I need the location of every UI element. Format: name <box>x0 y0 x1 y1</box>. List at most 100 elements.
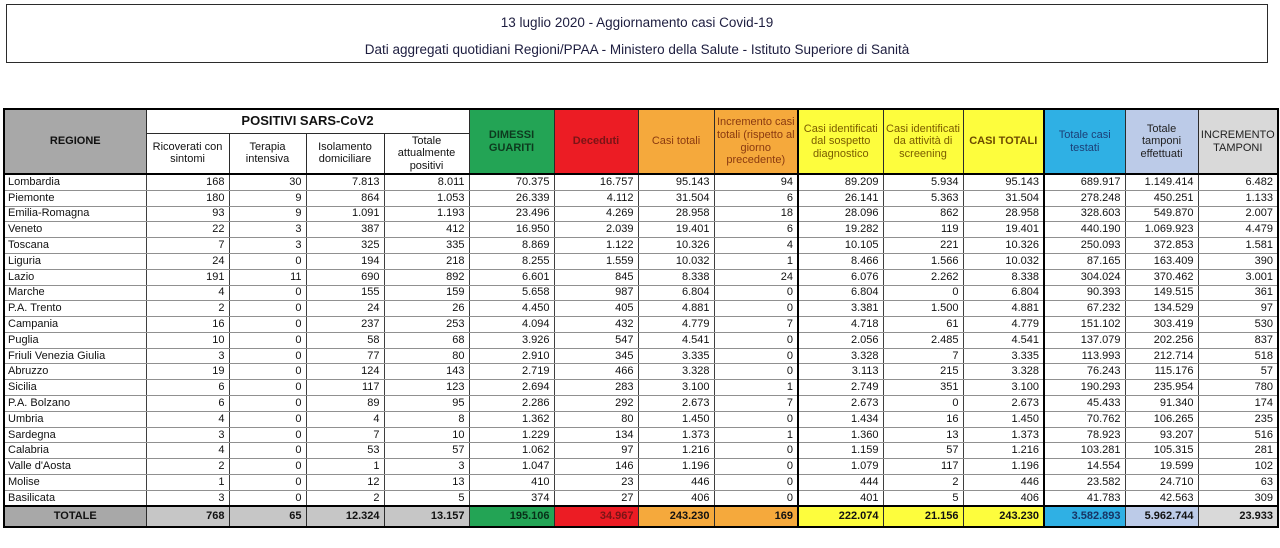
value-cell: 8.338 <box>962 268 1046 286</box>
region-name: Veneto <box>3 221 147 239</box>
value-cell: 1.196 <box>637 458 715 476</box>
value-cell: 1.566 <box>882 252 964 270</box>
value-cell: 1.216 <box>637 442 715 460</box>
value-cell: 221 <box>882 237 964 254</box>
value-cell: 174 <box>1197 395 1279 412</box>
totals-value-cell: 169 <box>713 505 799 528</box>
value-cell: 180 <box>145 189 230 207</box>
value-cell: 16 <box>882 410 964 428</box>
value-cell: 1 <box>145 474 230 491</box>
totals-value-cell: 243.230 <box>962 505 1046 528</box>
region-name: Friuli Venezia Giulia <box>3 347 147 365</box>
value-cell: 0 <box>228 426 307 444</box>
value-cell: 19.401 <box>637 221 715 239</box>
value-cell: 1.159 <box>797 442 884 460</box>
value-cell: 335 <box>383 237 470 254</box>
value-cell: 3 <box>228 237 307 254</box>
value-cell: 90.393 <box>1043 284 1126 302</box>
value-cell: 28.958 <box>637 205 715 223</box>
value-cell: 57 <box>1197 363 1279 381</box>
value-cell: 2.910 <box>468 347 555 365</box>
value-cell: 0 <box>713 300 799 318</box>
totals-value-cell: 21.156 <box>882 505 964 528</box>
value-cell: 292 <box>553 395 639 412</box>
region-name: Campania <box>3 316 147 333</box>
totals-value-cell: 3.582.893 <box>1043 505 1126 528</box>
value-cell: 3.100 <box>637 379 715 397</box>
col-header-totale-positivi: Totale attualmente positivi <box>383 132 470 175</box>
value-cell: 1.069.923 <box>1124 221 1199 239</box>
value-cell: 2.673 <box>797 395 884 412</box>
value-cell: 780 <box>1197 379 1279 397</box>
value-cell: 42.563 <box>1124 489 1199 507</box>
value-cell: 235 <box>1197 410 1279 428</box>
value-cell: 61 <box>882 316 964 333</box>
value-cell: 7.813 <box>305 173 385 191</box>
value-cell: 278.248 <box>1043 189 1126 207</box>
value-cell: 70.375 <box>468 173 555 191</box>
totals-value-cell: 222.074 <box>797 505 884 528</box>
value-cell: 106.265 <box>1124 410 1199 428</box>
region-name: Abruzzo <box>3 363 147 381</box>
value-cell: 24 <box>145 252 230 270</box>
value-cell: 1.373 <box>962 426 1046 444</box>
value-cell: 11 <box>228 268 307 286</box>
value-cell: 1.091 <box>305 205 385 223</box>
value-cell: 372.853 <box>1124 237 1199 254</box>
region-name: Basilicata <box>3 489 147 507</box>
value-cell: 406 <box>637 489 715 507</box>
value-cell: 2.286 <box>468 395 555 412</box>
value-cell: 690 <box>305 268 385 286</box>
value-cell: 1.053 <box>383 189 470 207</box>
value-cell: 13 <box>383 474 470 491</box>
value-cell: 218 <box>383 252 470 270</box>
value-cell: 0 <box>713 474 799 491</box>
value-cell: 8.255 <box>468 252 555 270</box>
value-cell: 194 <box>305 252 385 270</box>
value-cell: 137.079 <box>1043 331 1126 349</box>
value-cell: 530 <box>1197 316 1279 333</box>
value-cell: 31.504 <box>637 189 715 207</box>
region-name: P.A. Bolzano <box>3 395 147 412</box>
value-cell: 103.281 <box>1043 442 1126 460</box>
value-cell: 4.112 <box>553 189 639 207</box>
value-cell: 23.496 <box>468 205 555 223</box>
col-header-ricoverati: Ricoverati con sintomi <box>145 132 230 175</box>
value-cell: 0 <box>713 489 799 507</box>
value-cell: 117 <box>305 379 385 397</box>
value-cell: 2.749 <box>797 379 884 397</box>
value-cell: 0 <box>228 395 307 412</box>
value-cell: 212.714 <box>1124 347 1199 365</box>
value-cell: 370.462 <box>1124 268 1199 286</box>
value-cell: 0 <box>713 331 799 349</box>
value-cell: 18 <box>713 205 799 223</box>
region-name: Molise <box>3 474 147 491</box>
region-name: Toscana <box>3 237 147 254</box>
value-cell: 76.243 <box>1043 363 1126 381</box>
value-cell: 8 <box>383 410 470 428</box>
value-cell: 405 <box>553 300 639 318</box>
value-cell: 5.658 <box>468 284 555 302</box>
value-cell: 412 <box>383 221 470 239</box>
value-cell: 450.251 <box>1124 189 1199 207</box>
value-cell: 2.485 <box>882 331 964 349</box>
value-cell: 6 <box>145 395 230 412</box>
value-cell: 4 <box>713 237 799 254</box>
value-cell: 117 <box>882 458 964 476</box>
totals-value-cell: 12.324 <box>305 505 385 528</box>
value-cell: 134 <box>553 426 639 444</box>
value-cell: 303.419 <box>1124 316 1199 333</box>
value-cell: 16 <box>145 316 230 333</box>
value-cell: 163.409 <box>1124 252 1199 270</box>
value-cell: 19.282 <box>797 221 884 239</box>
value-cell: 95.143 <box>962 173 1046 191</box>
value-cell: 23 <box>553 474 639 491</box>
value-cell: 215 <box>882 363 964 381</box>
totals-value-cell: 65 <box>228 505 307 528</box>
value-cell: 0 <box>228 442 307 460</box>
value-cell: 24.710 <box>1124 474 1199 491</box>
value-cell: 1.193 <box>383 205 470 223</box>
value-cell: 190.293 <box>1043 379 1126 397</box>
report-subtitle: Dati aggregati quotidiani Regioni/PPAA -… <box>364 42 910 57</box>
value-cell: 115.176 <box>1124 363 1199 381</box>
